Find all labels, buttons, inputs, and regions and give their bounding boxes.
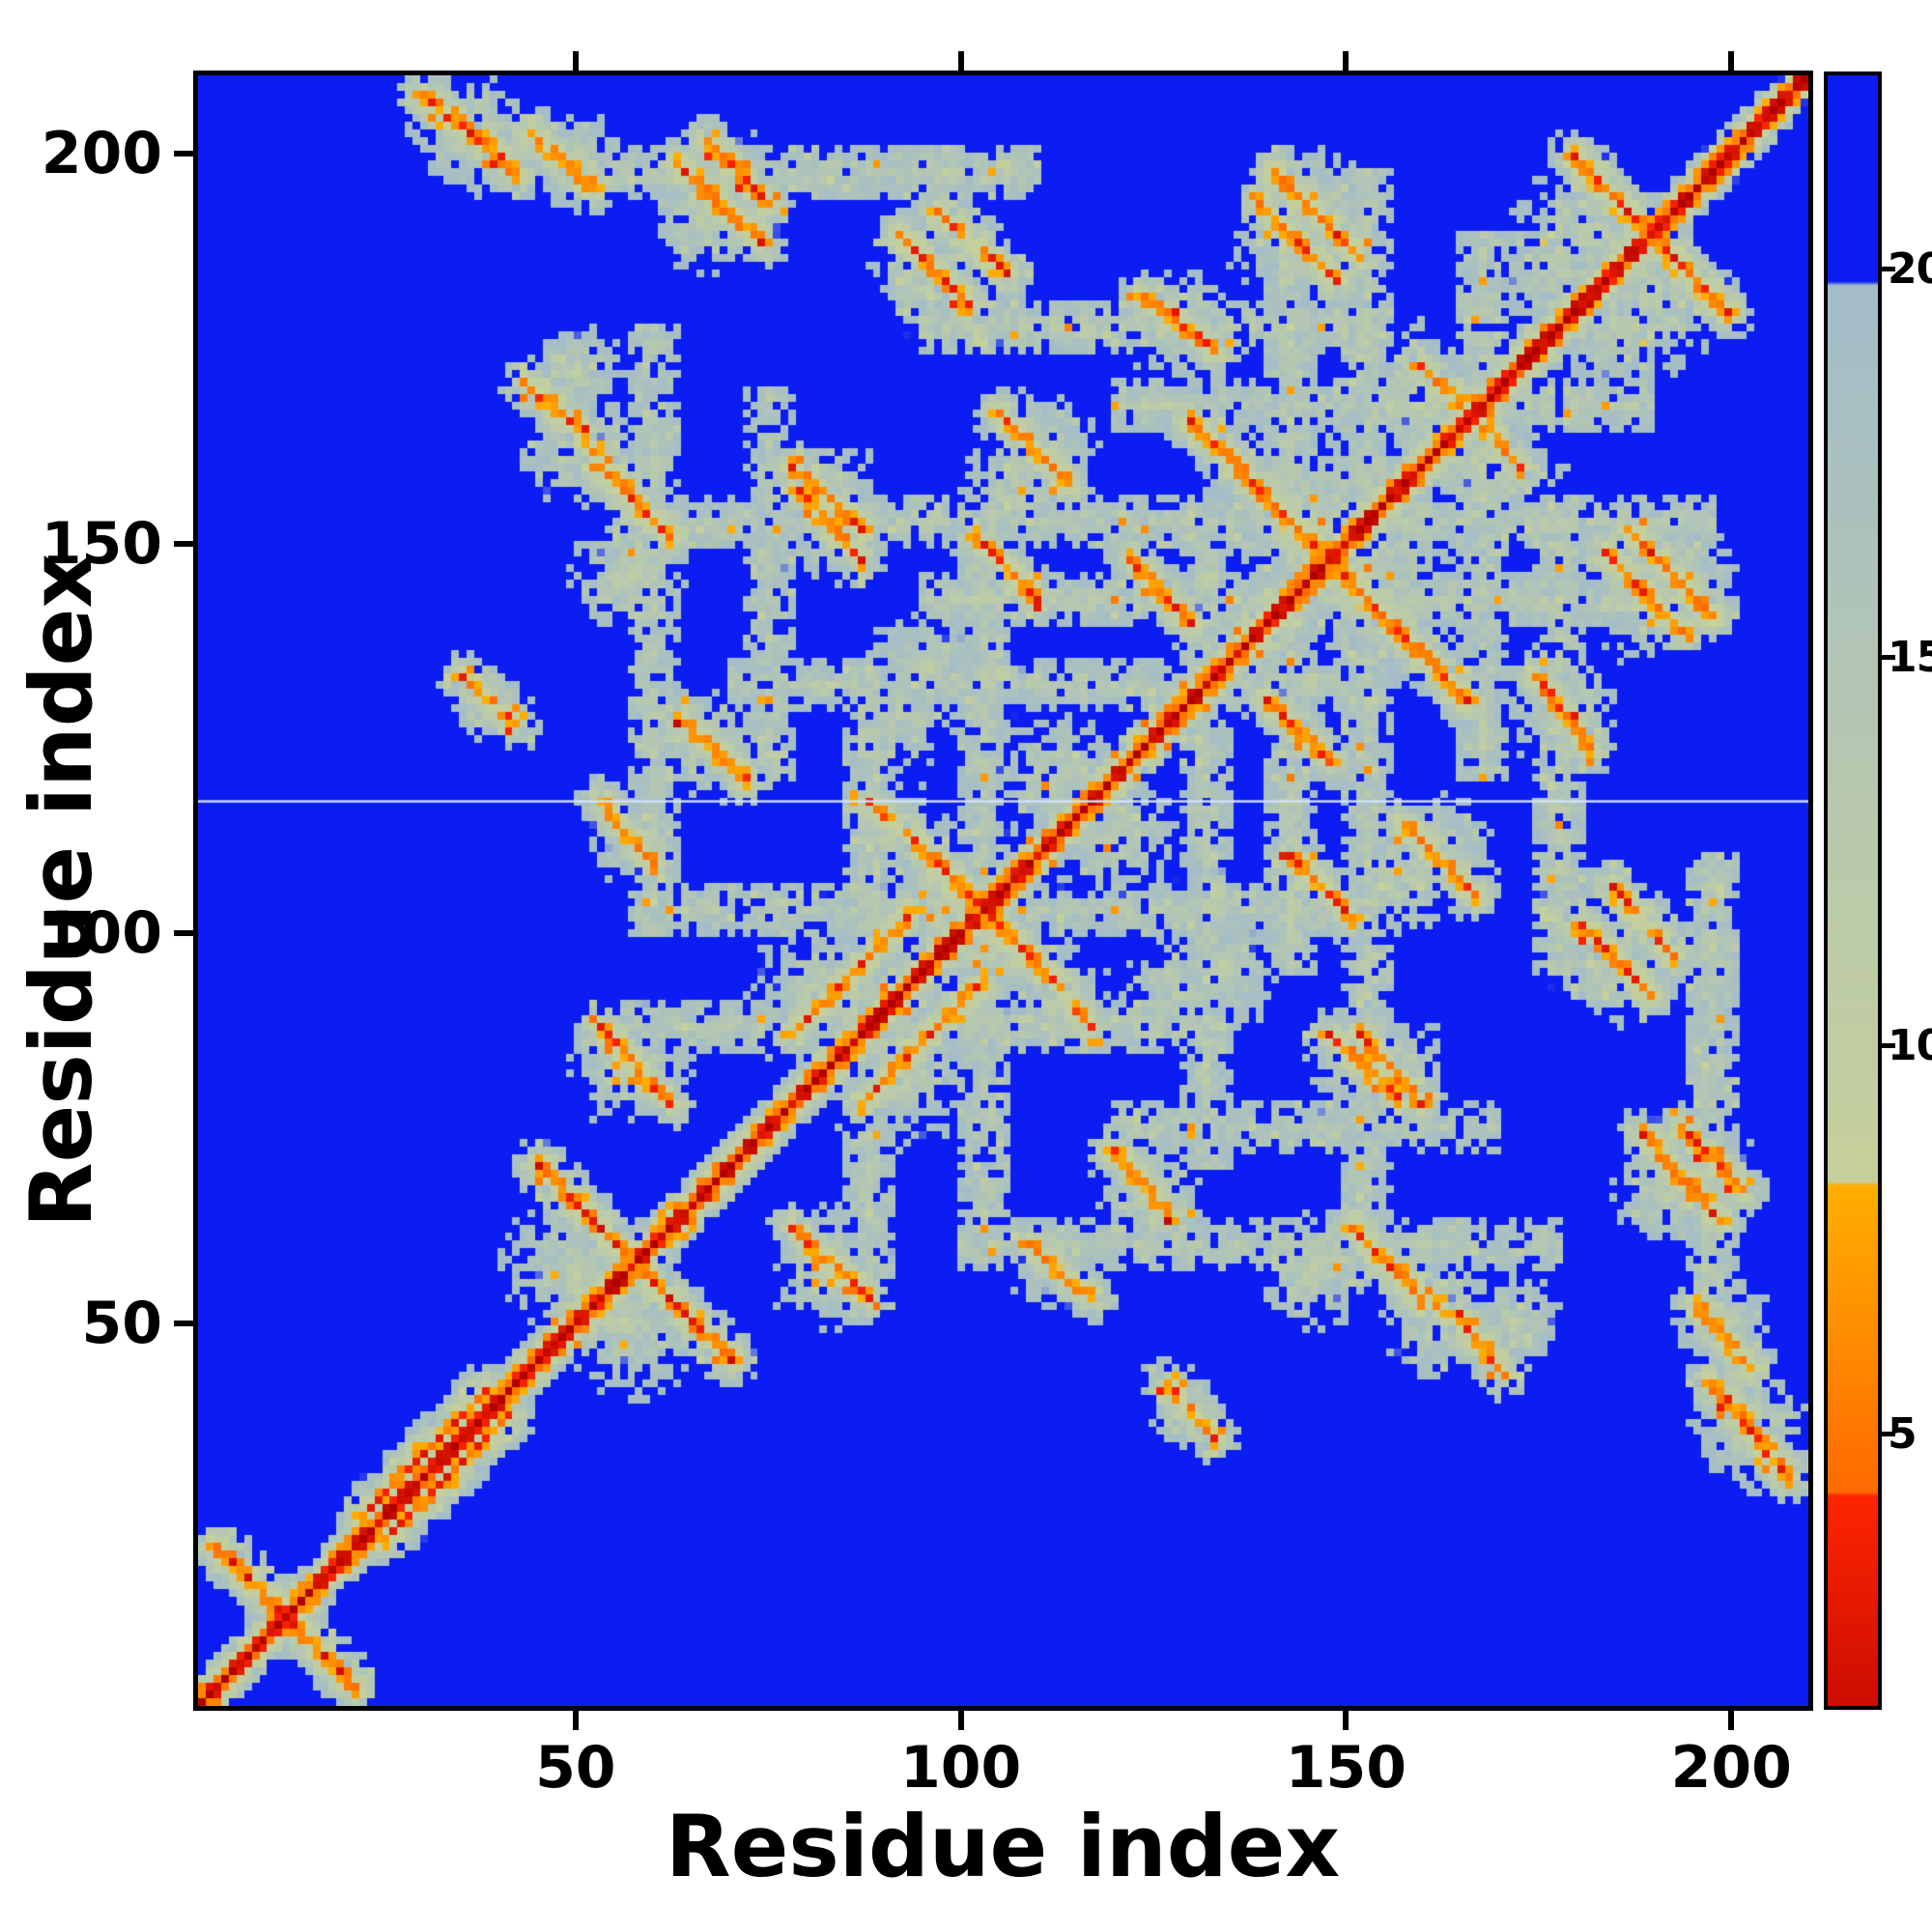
y-tick-mark	[174, 540, 193, 547]
heatmap-canvas	[198, 75, 1808, 1706]
y-tick-mark	[174, 930, 193, 937]
y-tick-label: 50	[81, 1290, 163, 1358]
y-axis-label: Residue index	[12, 553, 111, 1229]
x-tick-mark-top	[1728, 51, 1735, 71]
plot-frame	[193, 71, 1813, 1711]
y-tick-mark	[174, 1321, 193, 1327]
colorbar-tick-label: 5	[1888, 1408, 1918, 1459]
x-tick-mark	[957, 1711, 964, 1730]
x-tick-label: 100	[900, 1734, 1022, 1802]
colorbar-tick-label: 20	[1888, 243, 1932, 294]
x-tick-label: 150	[1285, 1734, 1407, 1802]
x-tick-mark-top	[1343, 51, 1350, 71]
x-axis-label: Residue index	[665, 1797, 1341, 1896]
colorbar-canvas	[1828, 75, 1878, 1706]
x-tick-mark-top	[957, 51, 964, 71]
x-tick-mark	[572, 1711, 579, 1730]
x-tick-label: 50	[535, 1734, 616, 1802]
x-tick-label: 200	[1670, 1734, 1792, 1802]
x-tick-mark-top	[572, 51, 579, 71]
colorbar-frame	[1824, 71, 1882, 1710]
colorbar-tick-label: 15	[1888, 632, 1932, 682]
colorbar-tick-label: 10	[1888, 1020, 1932, 1070]
x-tick-mark	[1728, 1711, 1735, 1730]
y-tick-label: 200	[41, 119, 162, 187]
x-tick-mark	[1343, 1711, 1350, 1730]
y-tick-mark	[174, 150, 193, 156]
